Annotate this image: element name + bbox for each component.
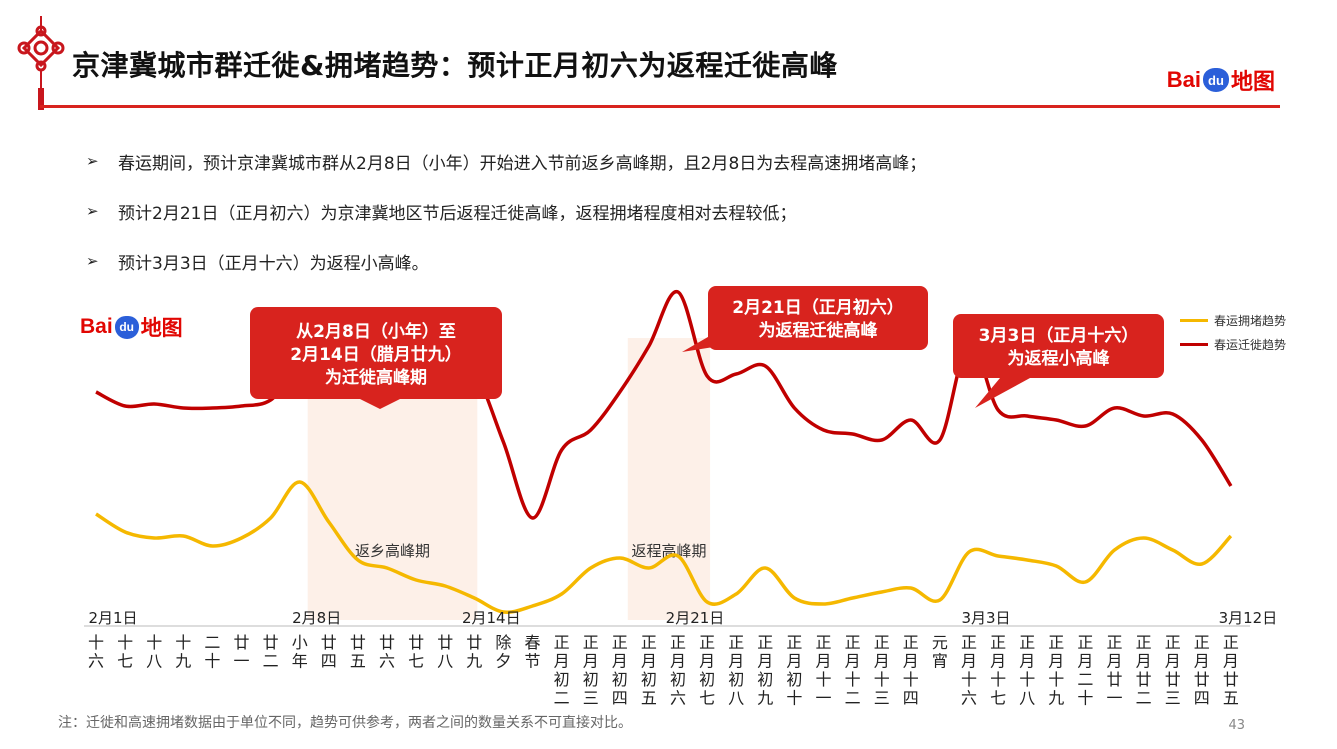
x-tick-label: 正月初八 [728,633,744,708]
date-tick-label: 2月14日 [462,609,521,627]
x-tick-label: 廿五 [350,633,366,671]
date-tick-label: 2月1日 [88,609,137,627]
legend-label: 春运迁徙趋势 [1214,337,1287,352]
congestion-series-line [95,480,1233,614]
callout-text: 为迁徙高峰期 [325,367,427,388]
x-tick-label: 十七 [117,633,133,671]
callout-pointer [360,399,400,409]
x-tick-label: 正月初四 [612,633,628,708]
bullet-list: ➢ 春运期间，预计京津冀城市群从2月8日（小年）开始进入节前返乡高峰期，且2月8… [86,136,926,286]
page-number: 43 [1228,718,1245,733]
callout-text: 3月3日（正月十六） [979,325,1139,346]
x-tick-label: 正月十七 [990,633,1006,708]
x-tick-label: 正月初七 [699,633,715,708]
x-tick-label: 正月初十 [786,633,802,708]
callout-text: 从2月8日（小年）至 [296,321,456,342]
baidu-map-logo: Bai du 地图 [1167,64,1275,96]
x-tick-label: 二十 [204,633,220,671]
x-tick-label: 正月廿二 [1136,633,1152,708]
date-tick-label: 2月21日 [666,609,725,627]
logo-text-map: 地图 [1230,69,1275,94]
x-tick-label: 正月十一 [815,633,831,708]
callout-text: 为返程小高峰 [1008,348,1111,369]
x-tick-label: 正月十三 [874,633,890,708]
page-title: 京津冀城市群迁徙&拥堵趋势：预计正月初六为返程迁徙高峰 [72,49,838,82]
bullet-text: 预计2月21日（正月初六）为京津冀地区节后返程迁徙高峰，返程拥堵程度相对去程较低… [118,203,797,224]
bullet-text: 春运期间，预计京津冀城市群从2月8日（小年）开始进入节前返乡高峰期，且2月8日为… [118,153,927,174]
x-tick-label: 廿四 [321,633,337,671]
callout-box [953,314,1164,378]
logo-text-map: 地图 [140,317,183,340]
x-tick-label: 正月十六 [961,633,977,708]
logo-text-du: du [119,320,135,334]
x-tick-label: 正月初二 [554,633,570,708]
band-label: 返乡高峰期 [355,542,430,560]
arrow-bullet-icon: ➢ [86,152,99,170]
x-tick-label: 正月初五 [641,633,657,708]
callout-box [250,307,502,399]
x-tick-label: 廿七 [408,633,424,671]
x-tick-label: 正月二十 [1077,633,1093,708]
x-tick-label: 小年 [292,633,308,671]
legend-swatch [1180,342,1208,346]
x-tick-label: 十六 [88,633,104,671]
baidu-paw-icon: du [1202,68,1229,92]
callout-pointer [975,378,1030,408]
bullet-item: ➢ 预计3月3日（正月十六）为返程小高峰。 [86,236,926,286]
band-label: 返程高峰期 [631,542,706,560]
x-tick-label: 廿九 [466,633,482,671]
x-tick-label: 正月十八 [1019,633,1035,708]
logo-text-bai: Bai [1166,67,1201,92]
arrow-bullet-icon: ➢ [86,252,99,270]
legend-item: 春运拥堵趋势 [1180,308,1286,332]
x-tick-label: 正月初六 [670,633,686,708]
x-tick-label: 除夕 [495,633,511,671]
callout-text: 2月14日（腊月廿九） [290,344,462,365]
x-tick-label: 廿六 [379,633,395,671]
x-tick-label: 正月廿四 [1194,633,1210,708]
bullet-item: ➢ 预计2月21日（正月初六）为京津冀地区节后返程迁徙高峰，返程拥堵程度相对去程… [86,186,926,236]
x-tick-label: 廿八 [437,633,453,671]
x-tick-label: 正月初九 [757,633,773,708]
x-tick-label: 正月廿三 [1165,633,1181,708]
bullet-item: ➢ 春运期间，预计京津冀城市群从2月8日（小年）开始进入节前返乡高峰期，且2月8… [86,136,926,186]
date-tick-label: 3月3日 [961,609,1010,627]
highlight-band [627,338,711,620]
chinese-knot-icon [17,16,65,110]
x-tick-label: 元宵 [932,633,948,671]
x-tick-label: 廿一 [233,633,249,671]
x-tick-label: 正月初三 [583,633,599,708]
callout-text: 2月21日（正月初六） [732,297,904,318]
footnote: 注：迁徙和高速拥堵数据由于单位不同，趋势可供参考，两者之间的数量关系不可直接对比… [58,715,632,731]
title-divider [40,105,1280,108]
x-tick-label: 正月十四 [903,633,919,708]
logo-text-bai: Bai [80,315,113,338]
baidu-paw-icon: du [114,315,139,339]
legend-label: 春运拥堵趋势 [1214,313,1287,328]
x-tick-label: 十八 [146,633,162,671]
logo-text-du: du [1208,72,1224,88]
date-tick-label: 2月8日 [292,609,341,627]
x-tick-label: 正月十二 [845,633,861,708]
x-tick-label: 春节 [524,633,540,671]
x-tick-label: 正月廿一 [1106,633,1122,708]
x-tick-label: 正月十九 [1048,633,1064,708]
callout-box [708,286,928,350]
x-tick-label: 正月廿五 [1223,633,1239,708]
chart-baidu-map-logo: Bai du 地图 [80,312,183,342]
x-tick-label: 廿二 [263,633,279,671]
arrow-bullet-icon: ➢ [86,202,99,220]
legend-swatch [1180,318,1208,322]
legend-item: 春运迁徙趋势 [1180,332,1286,356]
bullet-text: 预计3月3日（正月十六）为返程小高峰。 [118,253,429,274]
callout-text: 为返程迁徙高峰 [759,320,879,341]
date-tick-label: 3月12日 [1219,609,1278,627]
chart-legend: 春运拥堵趋势 春运迁徙趋势 [1180,308,1286,356]
x-tick-label: 十九 [175,633,191,671]
